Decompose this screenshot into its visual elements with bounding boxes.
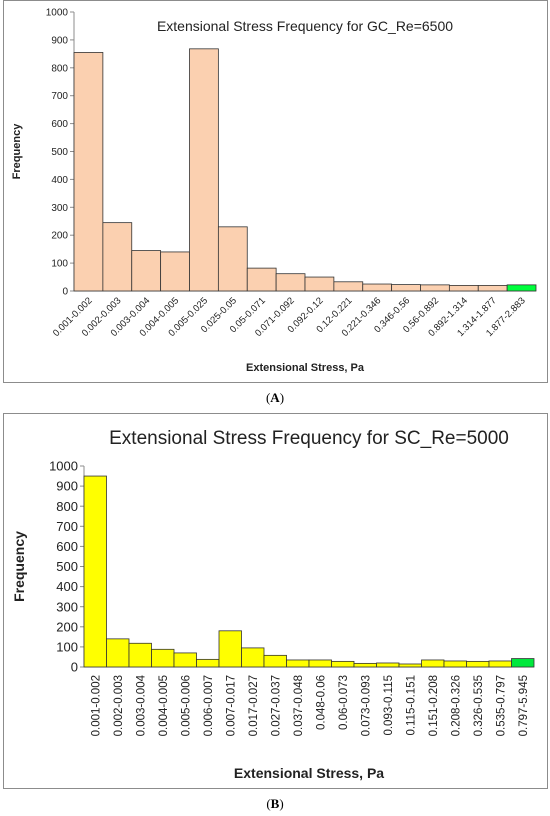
x-axis-title: Extensional Stress, Pa xyxy=(234,765,384,781)
y-tick-label: 200 xyxy=(51,231,68,242)
panel-label-b: (B) xyxy=(266,796,284,811)
bar-0.092-0.12 xyxy=(304,276,335,292)
y-tick-label: 0 xyxy=(71,660,78,675)
x-tick-label: 0.007-0.017 xyxy=(225,675,237,736)
y-tick-label: 500 xyxy=(56,559,78,574)
bar-0.017-0.027 xyxy=(241,647,265,668)
bar-0.093-0.115 xyxy=(376,662,400,668)
bar-0.005-0.006 xyxy=(173,652,197,668)
x-axis-title: Extensional Stress, Pa xyxy=(246,362,365,374)
chart-panel-a: Extensional Stress Frequency for GC_Re=6… xyxy=(3,0,548,383)
bar-0.037-0.048 xyxy=(286,659,310,668)
chart-title: Extensional Stress Frequency for GC_Re=6… xyxy=(157,18,453,34)
y-axis-title: Frequency xyxy=(11,123,23,180)
bar-0.004-0.005 xyxy=(160,251,190,292)
y-tick-label: 1000 xyxy=(49,459,78,474)
bar-0.027-0.037 xyxy=(263,654,287,668)
bar-0.115-0.151 xyxy=(398,663,422,668)
x-tick-label: 0.535-0.797 xyxy=(495,675,507,736)
y-tick-label: 900 xyxy=(56,479,78,494)
y-tick-label: 200 xyxy=(56,619,78,634)
bar-0.892-1.314 xyxy=(448,285,479,292)
bar-0.326-0.535 xyxy=(466,660,490,668)
bar-0.003-0.004 xyxy=(131,250,162,292)
x-tick-label: 0.004-0.005 xyxy=(158,675,170,736)
bar-0.007-0.017 xyxy=(218,630,242,668)
chart-panel-b: Extensional Stress Frequency for SC_Re=5… xyxy=(3,413,548,789)
x-tick-label: 0.027-0.037 xyxy=(270,675,282,736)
x-tick-label: 0.001-0.002 xyxy=(90,675,102,736)
y-tick-label: 300 xyxy=(56,599,78,614)
x-tick-label: 0.208-0.326 xyxy=(450,675,462,736)
x-tick-label: 0.115-0.151 xyxy=(405,675,417,736)
bar-0.005-0.025 xyxy=(189,48,219,292)
chart-sc-re5000: Extensional Stress Frequency for SC_Re=5… xyxy=(11,428,535,781)
y-tick-label: 800 xyxy=(51,63,68,74)
y-tick-label: 600 xyxy=(56,539,78,554)
bar-0.346-0.56 xyxy=(391,284,421,292)
x-tick-label: 0.006-0.007 xyxy=(203,675,215,736)
y-tick-label: 300 xyxy=(51,203,68,214)
x-tick-label: 0.017-0.027 xyxy=(248,675,260,736)
y-tick-label: 400 xyxy=(56,579,78,594)
bar-0.048-0.06 xyxy=(308,659,332,668)
y-tick-label: 600 xyxy=(51,119,68,130)
x-tick-label: 0.002-0.003 xyxy=(113,675,125,736)
bar-0.003-0.004 xyxy=(128,642,152,668)
x-tick-label: 0.005-0.006 xyxy=(180,675,192,736)
bar-0.001-0.002 xyxy=(73,52,104,292)
bar-0.071-0.092 xyxy=(275,273,306,292)
bar-0.073-0.093 xyxy=(353,662,377,668)
bar-1.877-2.883 xyxy=(506,284,537,292)
y-tick-label: 800 xyxy=(56,499,78,514)
bar-0.56-0.892 xyxy=(420,284,450,292)
x-tick-label: 0.003-0.004 xyxy=(135,674,147,736)
bar-1.314-1.877 xyxy=(477,285,508,292)
chart-title: Extensional Stress Frequency for SC_Re=5… xyxy=(109,428,509,449)
y-tick-label: 900 xyxy=(51,35,68,46)
bar-0.208-0.326 xyxy=(443,660,467,668)
bar-0.025-0.05 xyxy=(217,226,248,292)
bar-0.05-0.071 xyxy=(246,267,277,292)
bar-0.002-0.003 xyxy=(106,638,130,668)
y-axis-title: Frequency xyxy=(11,531,27,602)
y-tick-label: 100 xyxy=(51,259,68,270)
bar-0.797-5.945 xyxy=(511,658,535,668)
x-tick-label: 0.048-0.06 xyxy=(315,675,327,730)
chart-gc-re6500: Extensional Stress Frequency for GC_Re=6… xyxy=(11,8,537,374)
bar-0.221-0.346 xyxy=(362,283,393,292)
bar-0.001-0.002 xyxy=(83,475,107,668)
y-tick-label: 700 xyxy=(56,519,78,534)
x-tick-label: 0.073-0.093 xyxy=(360,675,372,736)
x-tick-label: 0.326-0.535 xyxy=(473,675,485,736)
bar-0.06-0.073 xyxy=(331,660,355,668)
y-tick-label: 700 xyxy=(51,91,68,102)
x-tick-label: 0.037-0.048 xyxy=(293,675,305,736)
bar-0.002-0.003 xyxy=(102,222,133,292)
y-tick-label: 500 xyxy=(51,147,68,158)
y-tick-label: 0 xyxy=(62,287,68,298)
x-tick-label: 0.093-0.115 xyxy=(383,675,395,736)
x-tick-label: 0.151-0.208 xyxy=(428,675,440,736)
bar-0.004-0.005 xyxy=(151,648,175,668)
y-tick-label: 400 xyxy=(51,175,68,186)
bar-0.535-0.797 xyxy=(488,660,512,668)
x-tick-label: 0.797-5.945 xyxy=(518,675,530,736)
y-tick-label: 100 xyxy=(56,639,78,654)
panel-label-a: (A) xyxy=(265,390,285,405)
bar-0.151-0.208 xyxy=(421,659,445,668)
bar-0.12-0.221 xyxy=(333,281,364,292)
x-tick-label: 0.06-0.073 xyxy=(338,675,350,730)
y-tick-label: 1000 xyxy=(46,8,69,19)
bar-0.006-0.007 xyxy=(196,658,220,668)
